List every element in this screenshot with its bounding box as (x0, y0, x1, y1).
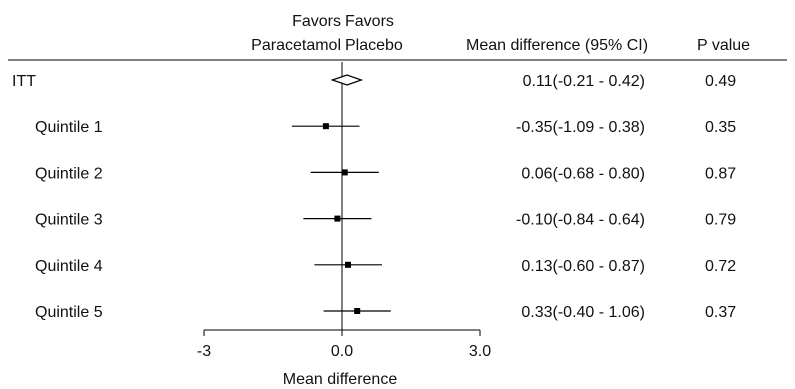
header-p-column: P value (697, 37, 750, 54)
row-label: Quintile 4 (35, 258, 103, 275)
p-value: 0.35 (705, 119, 736, 136)
p-value: 0.72 (705, 258, 736, 275)
header-favors-right-1: Favors (345, 13, 394, 30)
x-tick-label: 0.0 (331, 343, 353, 360)
header-effect-column: Mean difference (95% CI) (466, 37, 648, 54)
rows-group: ITT 0.11(-0.21 - 0.42) 0.49 Quintile 1 -0.35… (12, 73, 736, 321)
header-favors-left-1: Favors (292, 13, 341, 30)
p-value: 0.37 (705, 304, 736, 321)
x-axis-label: Mean difference (283, 371, 398, 388)
point-estimate (344, 261, 351, 268)
point-estimate (354, 308, 361, 314)
point-estimate (334, 215, 341, 222)
row-label: Quintile 5 (35, 304, 103, 321)
point-estimate (322, 123, 329, 130)
p-value: 0.79 (705, 212, 736, 229)
x-tick-label: 3.0 (469, 343, 491, 360)
p-value: 0.87 (705, 165, 736, 182)
row-label: ITT (12, 73, 36, 90)
ci-text: -0.35(-1.09 - 0.38) (516, 119, 645, 136)
row-label: Quintile 1 (35, 119, 103, 136)
ci-text: -0.10(-0.84 - 0.64) (516, 212, 645, 229)
x-axis: -3 0.0 3.0 (197, 329, 491, 360)
x-tick-label: -3 (197, 343, 211, 360)
point-estimate (341, 169, 348, 176)
p-value: 0.49 (705, 73, 736, 90)
header-favors-left-2: Paracetamol (251, 37, 341, 54)
row-label: Quintile 3 (35, 212, 103, 229)
ci-text: 0.13(-0.60 - 0.87) (521, 258, 645, 275)
ci-text: 0.33(-0.40 - 1.06) (521, 304, 645, 321)
summary-diamond (330, 74, 364, 86)
header-favors-right-2: Placebo (345, 37, 403, 54)
row-label: Quintile 2 (35, 165, 103, 182)
ci-text: 0.06(-0.68 - 0.80) (521, 165, 645, 182)
ci-text: 0.11(-0.21 - 0.42) (523, 73, 645, 90)
